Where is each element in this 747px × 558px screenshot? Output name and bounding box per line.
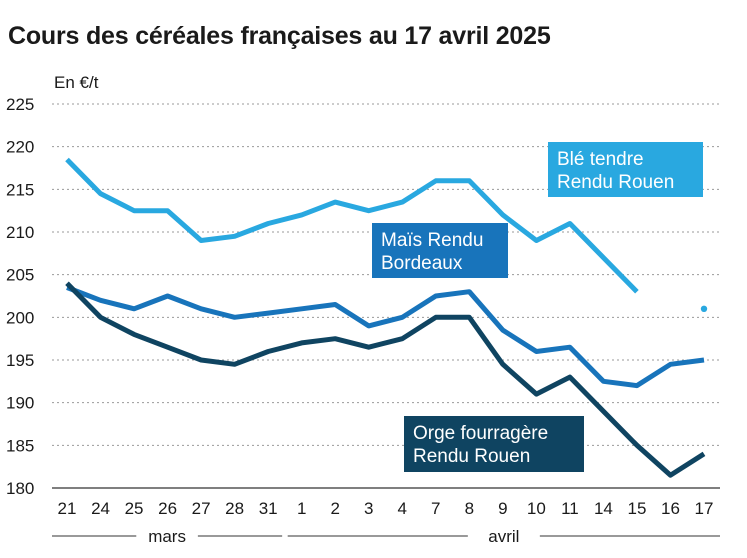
series-line	[66, 285, 705, 389]
month-label: mars	[148, 527, 186, 546]
series-label-text: Orge fourragère	[413, 423, 548, 444]
x-tick-label: 16	[661, 499, 680, 518]
x-tick-label: 31	[259, 499, 278, 518]
y-tick-label: 180	[6, 479, 34, 498]
y-tick-label: 190	[6, 394, 34, 413]
x-tick-label: 25	[125, 499, 144, 518]
x-tick-label: 4	[398, 499, 407, 518]
chart-title: Cours des céréales françaises au 17 avri…	[8, 22, 551, 50]
y-tick-label: 205	[6, 266, 34, 285]
y-tick-label: 195	[6, 351, 34, 370]
month-groups: mars avril	[52, 527, 720, 546]
y-axis-ticks: 180 185 190 195 200 205 210 215 220 225	[6, 95, 34, 498]
x-tick-label: 11	[561, 499, 579, 518]
series-label-text: Rendu Rouen	[413, 446, 530, 467]
series-label-text: Bordeaux	[381, 253, 463, 274]
x-tick-label: 24	[91, 499, 110, 518]
series-label-text: Blé tendre	[557, 149, 644, 170]
x-tick-label: 15	[627, 499, 646, 518]
series-line	[65, 157, 639, 294]
y-tick-label: 210	[6, 223, 34, 242]
x-tick-label: 1	[297, 499, 306, 518]
y-tick-label: 215	[6, 180, 34, 199]
series-point	[700, 305, 708, 312]
x-tick-label: 28	[225, 499, 244, 518]
series-line	[65, 281, 706, 478]
y-axis-label: En €/t	[54, 73, 99, 92]
y-tick-label: 220	[6, 138, 34, 157]
y-tick-label: 200	[6, 308, 34, 327]
y-tick-label: 225	[6, 95, 34, 114]
x-tick-label: 21	[58, 499, 77, 518]
series-lines	[65, 157, 708, 478]
series-label-background	[372, 223, 508, 278]
y-tick-label: 185	[6, 436, 34, 455]
x-tick-label: 2	[330, 499, 339, 518]
x-tick-label: 9	[498, 499, 507, 518]
series-label-background	[548, 142, 703, 197]
series-label-text: Rendu Rouen	[557, 172, 674, 193]
series-label-background	[404, 416, 584, 472]
month-label: avril	[488, 527, 519, 546]
x-tick-label: 8	[465, 499, 474, 518]
x-tick-label: 3	[364, 499, 373, 518]
x-tick-label: 17	[695, 499, 714, 518]
x-tick-label: 7	[431, 499, 440, 518]
x-axis-ticks: 21 24 25 26 27 28 31 1 2 3 4 7 8 9 10 11 14 15 16 17	[58, 499, 714, 518]
x-tick-label: 27	[192, 499, 211, 518]
series-label-text: Maïs Rendu	[381, 230, 483, 251]
x-tick-label: 14	[594, 499, 613, 518]
x-tick-label: 26	[158, 499, 177, 518]
x-tick-label: 10	[527, 499, 546, 518]
